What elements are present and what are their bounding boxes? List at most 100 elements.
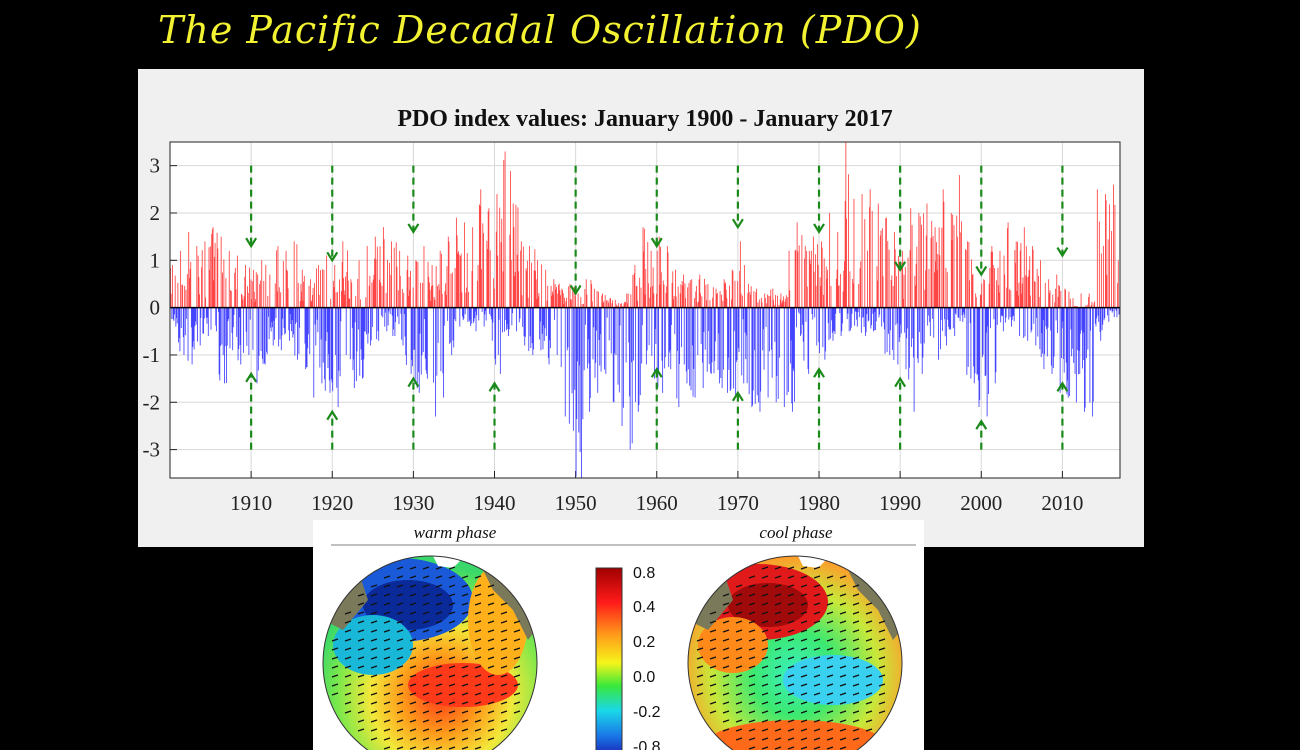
- pdo-bar: [956, 215, 958, 308]
- pdo-bar: [662, 307, 664, 393]
- pdo-bar: [1083, 307, 1085, 361]
- pdo-bar: [408, 276, 410, 308]
- pdo-bar: [874, 307, 876, 313]
- pdo-bar: [1067, 307, 1069, 398]
- pdo-bar: [605, 307, 607, 374]
- wind-vector: [852, 710, 860, 714]
- pdo-bar: [898, 307, 900, 342]
- pdo-bar: [681, 281, 683, 308]
- wind-vector: [839, 584, 847, 588]
- pdo-bar: [571, 307, 573, 394]
- pdo-bar: [465, 292, 467, 308]
- wind-vector: [487, 584, 495, 588]
- wind-vector: [826, 593, 834, 597]
- wind-vector: [422, 584, 430, 588]
- pdo-bar: [1011, 307, 1012, 327]
- pdo-bar: [186, 274, 188, 308]
- pdo-bar: [335, 292, 337, 308]
- pdo-bar: [551, 295, 553, 308]
- wind-vector: [852, 584, 860, 588]
- pdo-bar: [809, 259, 811, 308]
- decade-arrow-head: [813, 223, 825, 234]
- pdo-bar: [851, 307, 853, 314]
- wind-vector: [735, 620, 743, 624]
- wind-vector: [409, 611, 417, 615]
- pdo-bar: [784, 301, 786, 308]
- pdo-bar: [203, 307, 205, 334]
- pdo-bar: [944, 307, 946, 337]
- wind-vector: [774, 728, 782, 732]
- pdo-bar: [751, 307, 753, 408]
- pdo-bar: [357, 307, 359, 330]
- wind-vector: [422, 728, 430, 732]
- pdo-bar: [426, 307, 428, 374]
- pdo-bar: [485, 307, 487, 321]
- pdo-bar: [1100, 307, 1102, 341]
- wind-vector: [357, 593, 365, 597]
- pdo-bar: [230, 290, 232, 308]
- pdo-bar: [1094, 307, 1096, 324]
- pdo-bar: [368, 285, 370, 308]
- wind-vector: [787, 692, 795, 696]
- wind-vector: [878, 620, 886, 624]
- pdo-bar: [263, 307, 265, 364]
- pdo-bar: [1011, 307, 1013, 320]
- pdo-bar: [585, 307, 587, 325]
- pdo-bar: [403, 292, 405, 308]
- pdo-bar: [661, 307, 663, 361]
- pdo-bar: [555, 289, 557, 308]
- wind-vector: [800, 656, 808, 660]
- pdo-bar: [1074, 307, 1076, 374]
- wind-vector: [409, 710, 417, 714]
- pdo-bar: [401, 288, 403, 308]
- wind-vector: [474, 602, 482, 606]
- pdo-bar: [597, 291, 599, 308]
- pdo-bar: [476, 307, 478, 316]
- pdo-bar: [526, 260, 528, 308]
- pdo-bar: [226, 307, 228, 383]
- pdo-bar: [176, 307, 177, 319]
- pdo-bar: [960, 221, 962, 308]
- decade-arrow-head: [407, 376, 420, 388]
- pdo-bar: [253, 269, 255, 308]
- pdo-bar: [274, 283, 276, 308]
- pdo-bar: [478, 204, 480, 308]
- wind-vector: [761, 584, 769, 588]
- pdo-bar: [423, 246, 425, 308]
- wind-vector: [474, 611, 482, 615]
- pdo-bar: [691, 279, 693, 308]
- pdo-bar: [1116, 307, 1118, 318]
- wind-vector: [396, 629, 404, 633]
- pdo-bar: [540, 307, 542, 351]
- pdo-bar: [1110, 307, 1112, 311]
- pdo-bar: [259, 280, 261, 308]
- pdo-bar: [868, 307, 870, 321]
- pdo-bar: [803, 307, 805, 361]
- chart-title: PDO index values: January 1900 - January…: [397, 106, 892, 132]
- pdo-bar: [416, 261, 417, 308]
- pdo-bar: [762, 307, 764, 329]
- pdo-bar: [652, 267, 654, 308]
- pdo-bar: [591, 284, 593, 308]
- wind-vector: [357, 683, 365, 687]
- pdo-bar: [904, 307, 906, 333]
- pdo-bar: [201, 267, 202, 308]
- pdo-bar: [764, 293, 766, 308]
- pdo-bar: [580, 297, 582, 308]
- pdo-bar: [418, 307, 420, 373]
- wind-vector: [761, 719, 769, 723]
- pdo-bar: [272, 307, 273, 328]
- pdo-bar: [574, 307, 576, 390]
- pdo-bar: [350, 279, 352, 308]
- wind-vector: [383, 611, 391, 615]
- pdo-bar: [831, 307, 833, 333]
- wind-vector: [878, 692, 886, 696]
- pdo-bar: [777, 295, 779, 308]
- pdo-bar: [391, 241, 392, 308]
- pdo-bar: [752, 307, 754, 391]
- wind-vector: [513, 638, 521, 642]
- wind-vector: [722, 656, 730, 660]
- pdo-bar: [264, 307, 266, 365]
- pdo-bar: [1028, 269, 1030, 308]
- pdo-bar: [326, 255, 328, 308]
